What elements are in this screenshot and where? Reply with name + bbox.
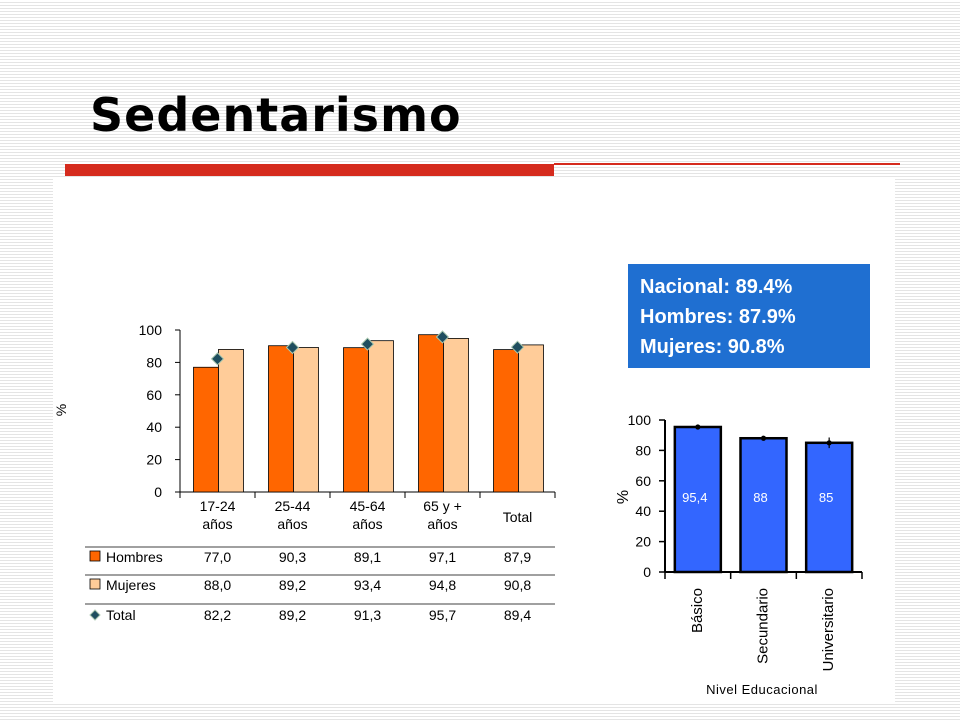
marker-total: [435, 330, 450, 344]
title-underline-thick: [65, 164, 554, 176]
marker-total: [285, 340, 300, 355]
table-cell: 77,0: [204, 549, 231, 565]
table-cell: 93,4: [354, 577, 381, 593]
summary-box: Nacional: 89.4% Hombres: 87.9% Mujeres: …: [628, 264, 870, 368]
x-category-label: años: [427, 516, 457, 532]
bar-mujeres: [443, 338, 469, 493]
table-row-label: Total: [106, 607, 136, 623]
table-cell: 91,3: [354, 607, 381, 623]
bar-educ: [739, 436, 788, 574]
y-tick-label: 20: [146, 452, 162, 468]
table-cell: 97,1: [429, 549, 456, 565]
x-category-label: años: [202, 516, 232, 532]
table-cell: 89,2: [279, 577, 306, 593]
y-axis-label: %: [53, 404, 69, 416]
bar-mujeres: [293, 347, 319, 493]
y-tick-label: 80: [635, 442, 651, 458]
y-tick-label: 40: [146, 419, 162, 435]
x-category-label: 45-64: [350, 498, 386, 514]
marker-total: [510, 340, 525, 354]
slide-title: Sedentarismo: [90, 88, 462, 142]
bar-value-label: 85: [819, 490, 833, 505]
legend-swatch: [89, 609, 101, 621]
bar-mujeres: [218, 349, 244, 493]
bar-educ: [804, 441, 854, 574]
table-cell: 82,2: [204, 607, 231, 623]
y-tick-label: 20: [635, 534, 651, 550]
x-category-label: Secundario: [755, 588, 772, 664]
x-category-label: 65 y +: [423, 498, 462, 514]
y-tick-label: 60: [635, 473, 651, 489]
table-cell: 89,2: [279, 607, 306, 623]
table-cell: 90,8: [504, 577, 531, 593]
bar-mujeres: [368, 340, 394, 493]
x-category-label: Total: [503, 509, 533, 525]
error-bar-point: [695, 424, 701, 430]
y-tick-label: 40: [635, 503, 651, 519]
bar-hombres: [193, 366, 219, 493]
bar-value-label: 88: [753, 490, 767, 505]
table-cell: 87,9: [504, 549, 531, 565]
x-category-label: Universitario: [820, 588, 837, 671]
error-bar-point: [826, 440, 832, 446]
error-bar-point: [760, 435, 767, 441]
summary-line-mujeres: Mujeres: 90.8%: [640, 336, 785, 358]
table-cell: 89,1: [354, 549, 381, 565]
marker-total: [360, 337, 375, 351]
legend-swatch: [89, 578, 101, 590]
summary-line-hombres: Hombres: 87.9%: [640, 306, 796, 328]
x-category-label: años: [277, 516, 307, 532]
bar-hombres: [493, 349, 519, 493]
y-tick-label: 80: [146, 354, 162, 370]
y-tick-label: 100: [628, 412, 652, 428]
table-cell: 90,3: [279, 549, 306, 565]
legend-swatch: [89, 550, 101, 562]
x-category-label: 17-24: [200, 498, 236, 514]
y-axis-label: %: [615, 490, 632, 504]
x-category-label: 25-44: [275, 498, 311, 514]
table-cell: 94,8: [429, 577, 456, 593]
marker-total: [210, 352, 225, 366]
x-category-label: años: [352, 516, 382, 532]
bar-mujeres: [518, 344, 544, 493]
table-cell: 88,0: [204, 577, 231, 593]
bar-value-label: 95,4: [682, 490, 707, 505]
table-cell: 95,7: [429, 607, 456, 623]
x-category-label: Básico: [689, 588, 706, 633]
x-axis-label: Nivel Educacional: [706, 682, 818, 697]
y-tick-label: 0: [154, 484, 162, 500]
table-cell: 89,4: [504, 607, 531, 623]
title-underline-thin: [554, 163, 900, 165]
summary-line-nacional: Nacional: 89.4%: [640, 276, 793, 298]
y-tick-label: 0: [643, 564, 651, 580]
bar-hombres: [418, 334, 444, 493]
table-row-label: Mujeres: [106, 577, 156, 593]
y-tick-label: 60: [146, 387, 162, 403]
table-row-label: Hombres: [106, 549, 163, 565]
y-tick-label: 100: [139, 322, 163, 338]
bar-hombres: [343, 347, 369, 493]
